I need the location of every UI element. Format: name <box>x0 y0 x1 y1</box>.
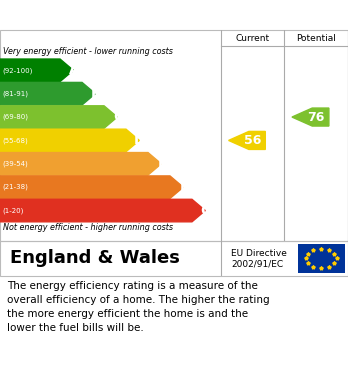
Text: Energy Efficiency Rating: Energy Efficiency Rating <box>10 7 220 23</box>
FancyArrow shape <box>292 108 329 126</box>
FancyArrow shape <box>0 59 73 82</box>
FancyArrow shape <box>0 83 95 105</box>
Text: 56: 56 <box>244 134 261 147</box>
Text: (69-80): (69-80) <box>2 114 28 120</box>
Text: B: B <box>91 87 101 100</box>
Text: (1-20): (1-20) <box>2 207 23 214</box>
Text: F: F <box>180 180 189 194</box>
FancyArrow shape <box>0 176 183 199</box>
Text: 76: 76 <box>308 111 325 124</box>
Text: G: G <box>200 204 211 217</box>
Text: The energy efficiency rating is a measure of the
overall efficiency of a home. T: The energy efficiency rating is a measur… <box>7 281 270 333</box>
FancyArrow shape <box>229 131 265 149</box>
FancyArrow shape <box>0 106 117 128</box>
Text: C: C <box>113 110 123 124</box>
Text: Potential: Potential <box>296 34 336 43</box>
Text: D: D <box>134 133 145 147</box>
Text: 2002/91/EC: 2002/91/EC <box>231 259 284 268</box>
FancyArrow shape <box>0 152 161 175</box>
Bar <box>298 244 345 273</box>
Text: (81-91): (81-91) <box>2 90 28 97</box>
Text: A: A <box>69 63 79 77</box>
Text: Not energy efficient - higher running costs: Not energy efficient - higher running co… <box>3 223 173 232</box>
Text: (92-100): (92-100) <box>2 67 32 74</box>
Text: (55-68): (55-68) <box>2 137 28 143</box>
Text: EU Directive: EU Directive <box>231 249 287 258</box>
Text: England & Wales: England & Wales <box>10 249 180 267</box>
Text: Very energy efficient - lower running costs: Very energy efficient - lower running co… <box>3 47 173 56</box>
Text: E: E <box>158 157 167 171</box>
Text: (21-38): (21-38) <box>2 184 28 190</box>
FancyArrow shape <box>0 199 205 222</box>
FancyArrow shape <box>0 129 139 152</box>
Text: Current: Current <box>236 34 270 43</box>
Text: (39-54): (39-54) <box>2 161 28 167</box>
